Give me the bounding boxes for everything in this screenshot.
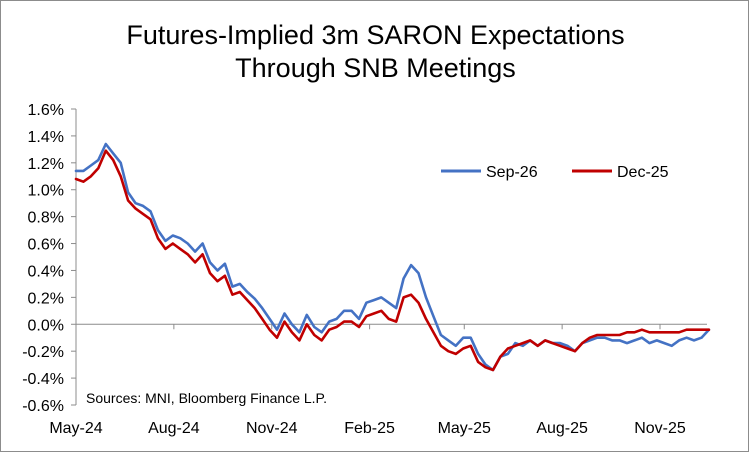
y-tick-label: 1.2% [28, 156, 64, 173]
source-note: Sources: MNI, Bloomberg Finance L.P. [86, 390, 327, 406]
y-axis: 1.6% 1.4% 1.2% 1.0% 0.8% 0.6% 0.4% 0.2% 0.0% -0.2… [22, 102, 77, 415]
y-tick-label: 0.8% [28, 210, 64, 227]
legend-label: Dec-25 [617, 164, 669, 181]
y-tick-label: 0.2% [28, 290, 64, 307]
legend-label: Sep-26 [486, 164, 538, 181]
x-tick-label: Aug-25 [536, 420, 588, 437]
x-axis: May-24 Aug-24 Nov-24 Feb-25 May-25 Aug-25 Nov-… [49, 323, 707, 437]
y-tick-label: 0.0% [28, 317, 64, 334]
chart-title-line-2: Through SNB Meetings [235, 53, 516, 83]
x-tick-label: Nov-24 [246, 420, 298, 437]
x-tick-label: May-24 [49, 420, 102, 437]
series-line-dec-25 [74, 149, 711, 372]
x-tick-label: Nov-25 [634, 420, 686, 437]
y-tick-label: -0.4% [22, 371, 64, 388]
chart-title: Futures-Implied 3m SARON Expectations Th… [1, 19, 749, 85]
y-tick-label: 1.6% [28, 102, 64, 119]
x-tick-label: May-25 [438, 420, 491, 437]
y-tick-label: 1.0% [28, 183, 64, 200]
y-tick-label: 0.6% [28, 237, 64, 254]
x-tick-label: Aug-24 [148, 420, 200, 437]
x-tick-label: Feb-25 [344, 420, 395, 437]
series-line-sep-26 [74, 142, 711, 372]
legend: Sep-26 Dec-25 [441, 164, 669, 181]
y-tick-label: 0.4% [28, 263, 64, 280]
y-tick-label: -0.6% [22, 398, 64, 415]
series-layer [74, 142, 711, 372]
chart-title-line-1: Futures-Implied 3m SARON Expectations [126, 20, 625, 50]
y-tick-label: 1.4% [28, 129, 64, 146]
y-tick-label: -0.2% [22, 344, 64, 361]
